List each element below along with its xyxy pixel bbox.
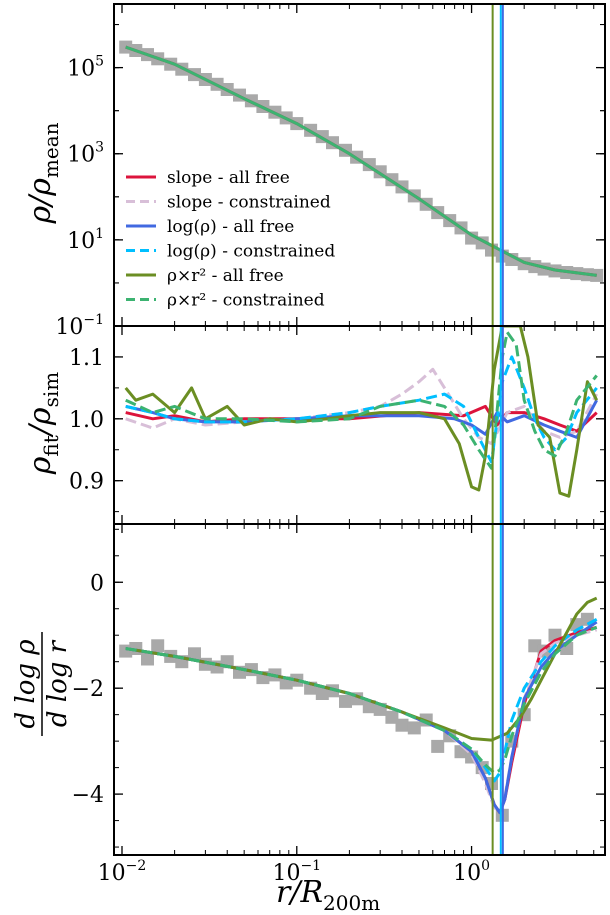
ratio-y-label: ρfit/ρsim — [23, 372, 63, 475]
legend-label: ρ×r² - all free — [167, 266, 284, 286]
y-tick-label: 101 — [67, 226, 104, 254]
sim-point — [407, 721, 421, 735]
sim-point — [395, 718, 409, 732]
ratio-y-label-sub2: sim — [39, 372, 63, 408]
density-y-label: ρ/ρmean — [23, 122, 63, 224]
sim-point — [151, 639, 165, 653]
sim-point — [431, 739, 445, 753]
x-tick-label: 100 — [453, 858, 490, 886]
legend-label: ρ×r² - constrained — [167, 291, 325, 311]
slope-y-label-numerator: d log ρ — [11, 639, 41, 729]
panel-frames — [113, 3, 606, 856]
y-tick-label: 10−1 — [55, 312, 104, 340]
x-axis-label: r/R200m — [276, 875, 380, 915]
vertical-lines — [491, 4, 504, 855]
sim-point — [339, 694, 352, 708]
ratio-y-label-sub1: fit — [39, 435, 63, 456]
sim-point — [465, 231, 479, 245]
slope-y-label: d log ρ d log r — [11, 632, 73, 736]
y-tick-label: 1.0 — [69, 408, 104, 433]
series-line--r-constrained — [125, 45, 597, 277]
series-line-slope-constrained — [125, 367, 599, 446]
legend-label: log(ρ) - constrained — [167, 242, 335, 262]
density-panel: 105 103 101 10−1 — [55, 4, 605, 340]
y-tick-label: 103 — [67, 140, 104, 168]
sim-point — [141, 652, 154, 666]
y-tick-label: −2 — [72, 677, 104, 702]
panel-frame — [113, 523, 606, 856]
slope-panel: 0 −2 −4 — [72, 524, 605, 855]
density-plot-area — [119, 40, 604, 282]
series-line-log-all-free — [125, 399, 599, 439]
x-axis-label-sub: 200m — [323, 891, 380, 915]
y-tick-label: 0 — [90, 571, 104, 596]
ratio-plot-area — [124, 326, 599, 498]
y-tick-label: 0.9 — [69, 470, 104, 495]
series-line--r-constrained — [125, 330, 598, 470]
density-y-label-sub: mean — [39, 122, 63, 178]
slope-plot-area — [119, 596, 598, 822]
sim-point — [362, 700, 376, 714]
sim-point — [315, 687, 329, 700]
ratio-y-label-mid: /ρ — [23, 407, 58, 438]
sim-point — [188, 647, 201, 661]
legend-label: log(ρ) - all free — [167, 217, 294, 237]
x-axis-label-main: r/R — [276, 875, 323, 910]
ratio-y-label-main: ρ — [23, 456, 58, 475]
x-tick-label: 10−2 — [98, 858, 147, 886]
y-tick-label: 105 — [67, 54, 104, 82]
density-y-label-main: ρ/ρ — [23, 178, 58, 225]
legend: slope - all free slope - constrained log(ρ… — [126, 168, 335, 311]
sim-point — [385, 710, 399, 724]
x-tick-label: 10−1 — [272, 858, 321, 886]
ratio-panel: 1.1 1.0 0.9 — [69, 326, 605, 524]
series-line--r-constrained — [125, 625, 598, 775]
legend-label: slope - constrained — [167, 193, 331, 213]
y-tick-label: 1.1 — [69, 346, 104, 371]
slope-y-label-denominator: d log r — [43, 639, 73, 727]
y-tick-label: −4 — [72, 783, 104, 808]
x-axis: 10−2 10−1 100 — [98, 858, 490, 886]
legend-label: slope - all free — [167, 168, 290, 188]
